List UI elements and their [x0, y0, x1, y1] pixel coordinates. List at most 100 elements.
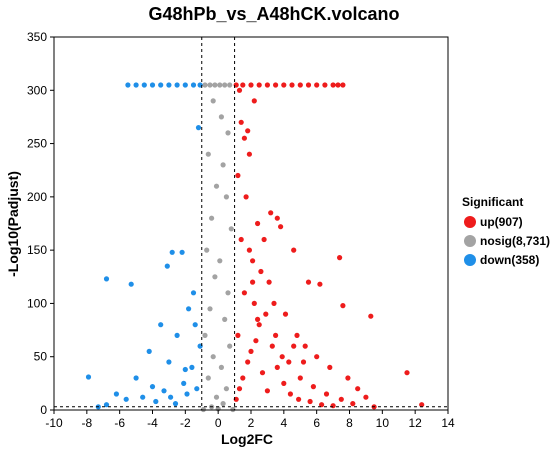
point-nosig — [209, 215, 215, 221]
point-up — [250, 279, 256, 285]
point-up — [250, 258, 256, 264]
x-tick-label: -10 — [45, 416, 63, 430]
point-up — [297, 375, 303, 381]
point-up — [289, 82, 295, 88]
point-up — [264, 82, 270, 88]
point-up — [259, 370, 266, 376]
point-down — [182, 82, 188, 88]
point-down — [181, 380, 187, 386]
point-down — [195, 125, 202, 131]
point-up — [296, 396, 302, 402]
legend-label-up: up(907) — [480, 215, 523, 229]
point-down — [113, 391, 119, 397]
point-nosig — [210, 98, 216, 104]
point-up — [305, 82, 312, 88]
y-tick-label: 300 — [27, 83, 47, 97]
point-up — [286, 359, 292, 365]
point-up — [302, 343, 308, 349]
point-up — [269, 343, 275, 349]
point-up — [251, 300, 257, 306]
point-up — [330, 82, 336, 88]
point-nosig — [223, 386, 229, 392]
point-up — [236, 386, 243, 392]
point-down — [190, 82, 197, 88]
point-up — [235, 332, 241, 338]
point-up — [338, 396, 344, 402]
point-down — [189, 364, 195, 370]
point-nosig — [202, 82, 208, 88]
point-up — [274, 364, 280, 370]
point-up — [246, 151, 252, 157]
point-up — [255, 220, 261, 227]
point-nosig — [222, 316, 228, 322]
point-down — [168, 394, 174, 400]
point-nosig — [217, 82, 223, 88]
point-down — [85, 374, 92, 380]
x-tick-label: 6 — [313, 416, 320, 430]
legend-marker-up — [464, 216, 476, 228]
legend-label-down: down(358) — [480, 253, 539, 267]
point-down — [179, 249, 185, 255]
point-up — [255, 316, 261, 322]
point-up — [310, 384, 316, 390]
point-up — [345, 375, 351, 381]
point-down — [146, 348, 152, 354]
x-tick-label: 10 — [376, 416, 390, 430]
point-up — [327, 364, 333, 370]
point-up — [340, 303, 346, 309]
point-up — [243, 194, 249, 200]
x-tick-label: -2 — [180, 416, 191, 430]
point-up — [340, 82, 346, 88]
point-nosig — [227, 82, 233, 88]
point-down — [128, 281, 134, 287]
point-up — [248, 348, 254, 354]
x-tick-label: 4 — [280, 416, 287, 430]
point-up — [236, 87, 243, 93]
point-up — [263, 311, 269, 317]
legend-title: Significant — [462, 195, 523, 209]
y-tick-label: 0 — [40, 403, 47, 417]
point-up — [251, 98, 257, 104]
point-down — [141, 82, 147, 88]
chart-title: G48hPb_vs_A48hCK.volcano — [148, 4, 399, 24]
point-up — [235, 172, 241, 179]
point-up — [294, 332, 300, 338]
point-down — [158, 322, 164, 328]
legend-marker-nosig — [464, 235, 476, 247]
point-down — [149, 82, 156, 88]
y-tick-label: 100 — [27, 296, 47, 310]
point-up — [291, 343, 297, 349]
x-tick-label: 8 — [346, 416, 353, 430]
point-up — [248, 82, 254, 88]
point-down — [194, 386, 200, 392]
point-up — [350, 401, 356, 407]
x-tick-label: 12 — [408, 416, 422, 430]
point-up — [246, 247, 252, 253]
x-tick-label: 2 — [248, 416, 255, 430]
point-nosig — [205, 151, 211, 157]
point-nosig — [212, 274, 218, 280]
point-down — [164, 263, 170, 269]
y-tick-label: 350 — [27, 30, 47, 44]
point-down — [184, 391, 190, 397]
y-tick-label: 200 — [27, 190, 47, 204]
point-down — [166, 359, 172, 365]
point-up — [264, 388, 270, 394]
point-nosig — [205, 375, 211, 381]
point-up — [258, 268, 264, 275]
point-up — [241, 135, 247, 141]
point-up — [238, 236, 244, 243]
point-up — [273, 82, 279, 88]
x-tick-label: -8 — [81, 416, 92, 430]
point-up — [245, 128, 251, 134]
point-up — [256, 322, 262, 328]
point-nosig — [213, 183, 220, 189]
point-up — [307, 398, 313, 405]
point-up — [245, 359, 251, 365]
point-down — [192, 322, 198, 328]
y-tick-label: 250 — [27, 137, 47, 151]
point-nosig — [218, 114, 224, 120]
point-up — [273, 332, 279, 338]
point-up — [363, 394, 369, 400]
y-tick-label: 50 — [34, 350, 48, 364]
